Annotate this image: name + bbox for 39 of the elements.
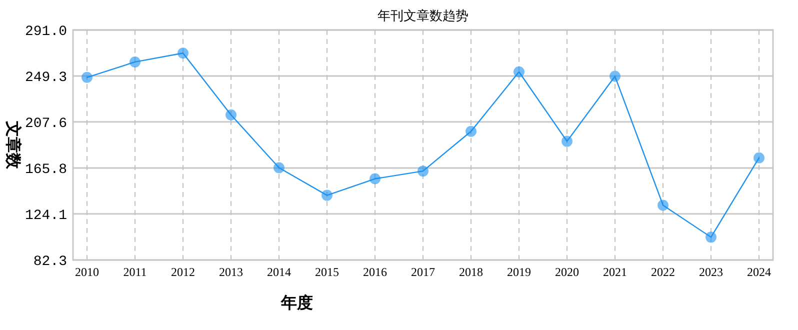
x-tick-label: 2011: [123, 265, 147, 279]
y-axis-title: 文章数: [4, 120, 23, 170]
point: [658, 200, 668, 211]
point: [178, 48, 188, 59]
x-tick-label: 2016: [363, 265, 387, 279]
point: [706, 232, 716, 243]
x-tick-label: 2021: [603, 265, 627, 279]
point: [226, 109, 236, 120]
x-axis-title: 年度: [280, 293, 313, 312]
point: [466, 126, 476, 137]
point: [82, 72, 92, 83]
y-tick-label: 249.3: [24, 70, 67, 86]
x-tick-label: 2010: [75, 265, 99, 279]
x-tick-label: 2012: [171, 265, 195, 279]
x-tick-label: 2018: [459, 265, 483, 279]
point: [610, 70, 620, 82]
point: [130, 56, 140, 68]
x-tick-label: 2015: [315, 265, 339, 279]
x-tick-label: 2014: [267, 265, 291, 279]
point: [418, 166, 428, 177]
x-tick-label: 2019: [507, 265, 531, 279]
chart-title: 年刊文章数趋势: [378, 9, 468, 24]
x-tick-label: 2017: [411, 265, 435, 279]
y-tick-label: 124.1: [24, 208, 67, 224]
point: [370, 173, 380, 184]
x-tick-label: 2013: [219, 265, 243, 279]
y-tick-label: 82.3: [33, 254, 67, 270]
point: [322, 190, 332, 201]
y-tick-label: 165.8: [24, 162, 67, 178]
y-tick-label: 207.6: [24, 116, 67, 132]
x-tick-label: 2023: [699, 265, 723, 279]
x-tick-label: 2020: [555, 265, 579, 279]
x-tick-label: 2022: [651, 265, 675, 279]
point: [514, 66, 524, 78]
point: [274, 162, 284, 174]
point: [562, 136, 572, 147]
point: [754, 152, 764, 164]
x-tick-label: 2024: [747, 265, 771, 279]
y-tick-label: 291.0: [24, 24, 67, 40]
